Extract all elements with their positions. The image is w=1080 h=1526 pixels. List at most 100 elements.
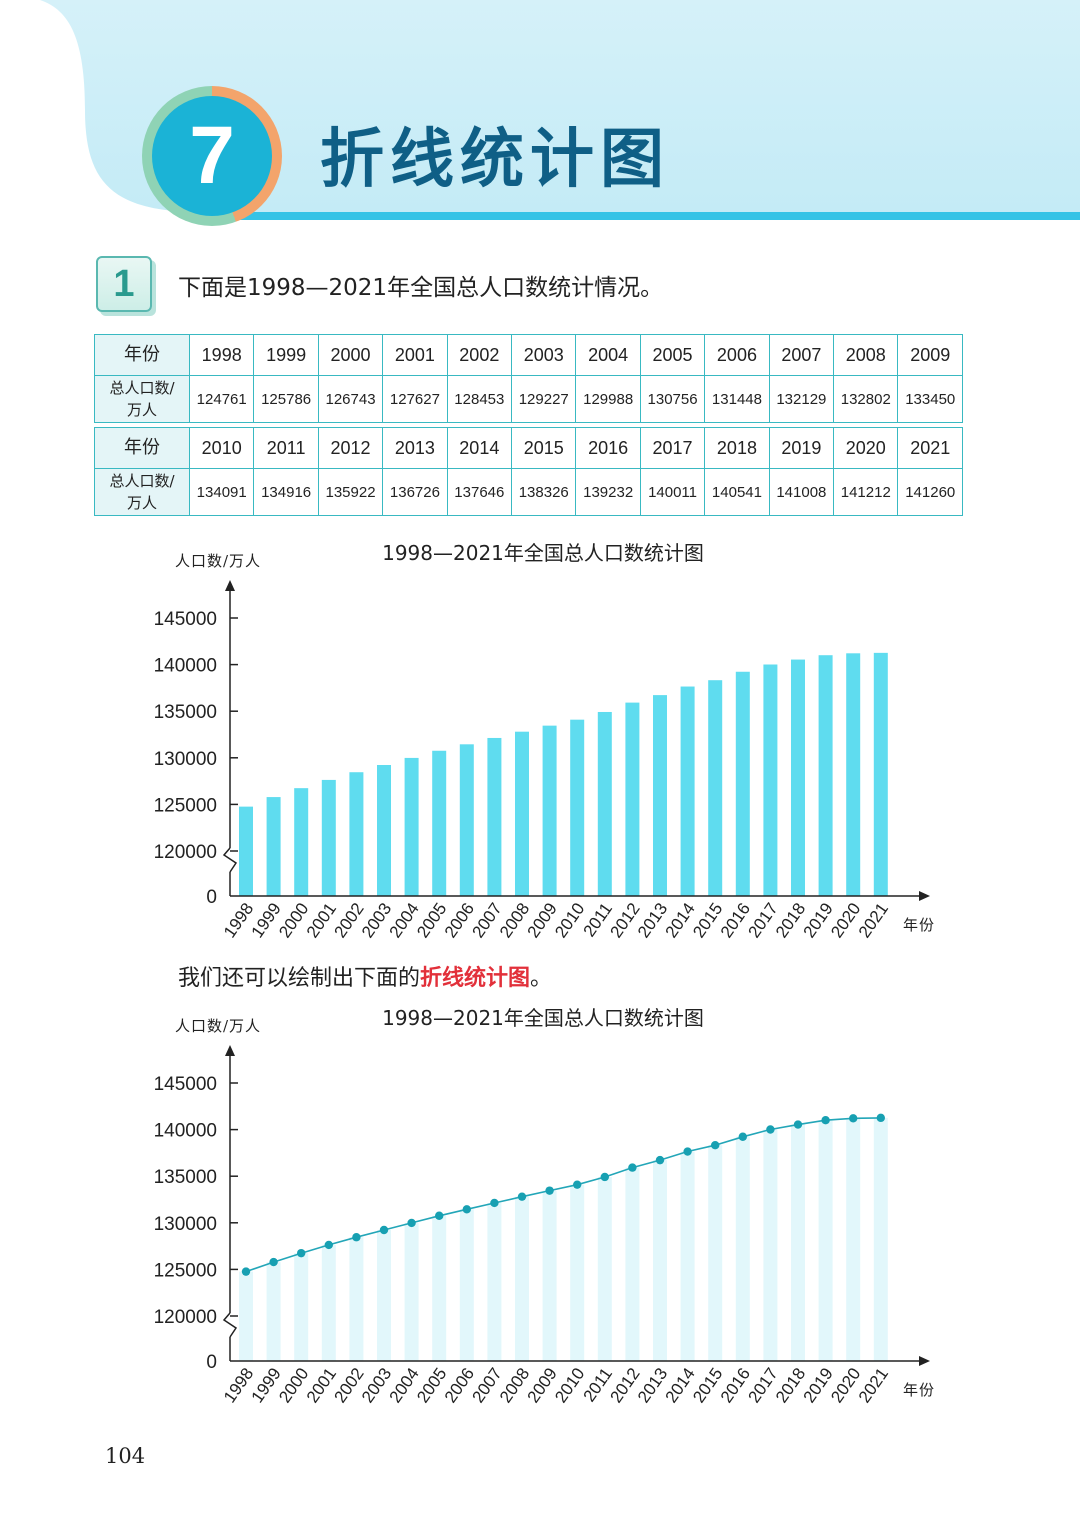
y-axis-label: 人口数/万人 bbox=[175, 552, 261, 570]
population-header-line1: 总人口数/ bbox=[109, 472, 175, 490]
data-point bbox=[600, 1172, 609, 1182]
table-year-row: 年份 1998 1999 2000 2001 2002 2003 2004 2005 2006 20… bbox=[94, 334, 963, 376]
population-header-cell: 总人口数/万人 bbox=[94, 468, 190, 516]
year-cell: 2014 bbox=[446, 427, 513, 469]
data-point bbox=[324, 1240, 333, 1250]
bar bbox=[432, 750, 447, 896]
data-point bbox=[352, 1233, 361, 1242]
transition-text-before: 我们还可以绘制出下面的 bbox=[178, 966, 421, 991]
year-cell: 2016 bbox=[575, 427, 641, 469]
x-tick-label: 2006 bbox=[441, 899, 478, 941]
background-bar bbox=[791, 1124, 805, 1361]
x-tick-label: 2018 bbox=[772, 1364, 809, 1406]
x-tick-label: 2004 bbox=[386, 899, 423, 941]
year-cell: 1999 bbox=[253, 334, 319, 376]
x-axis-arrow bbox=[919, 1356, 930, 1366]
data-point bbox=[407, 1218, 416, 1228]
year-cell: 2004 bbox=[575, 334, 641, 376]
population-header-line1: 总人口数/ bbox=[109, 379, 175, 397]
bar bbox=[321, 779, 336, 896]
population-value-cell: 137646 bbox=[446, 468, 513, 516]
y-tick-label: 125000 bbox=[154, 795, 217, 816]
bar bbox=[708, 680, 723, 896]
x-tick-label: 2018 bbox=[772, 899, 809, 941]
year-cell: 2011 bbox=[253, 427, 319, 469]
background-bar bbox=[542, 1190, 557, 1361]
year-header-cell: 年份 bbox=[94, 334, 190, 376]
data-point bbox=[683, 1147, 692, 1156]
background-bar bbox=[432, 1215, 447, 1361]
year-cell: 2013 bbox=[382, 427, 448, 469]
x-tick-label: 2009 bbox=[524, 1364, 561, 1406]
x-tick-label: 2005 bbox=[413, 899, 450, 941]
bar bbox=[487, 737, 502, 896]
x-tick-label: 2009 bbox=[524, 899, 561, 941]
background-bar bbox=[680, 1151, 695, 1361]
population-value-cell: 139232 bbox=[575, 468, 641, 516]
background-bar bbox=[708, 1145, 723, 1361]
population-header-line2: 万人 bbox=[126, 401, 157, 419]
background-bar bbox=[625, 1167, 640, 1361]
x-tick-label: 2020 bbox=[827, 899, 864, 941]
population-value-cell: 126743 bbox=[317, 375, 384, 423]
bar bbox=[735, 671, 750, 896]
population-value-cell: 133450 bbox=[897, 375, 963, 423]
y-tick-label: 145000 bbox=[154, 609, 217, 630]
data-point bbox=[297, 1248, 306, 1258]
population-value-cell: 127627 bbox=[382, 375, 448, 423]
data-point bbox=[738, 1132, 747, 1141]
x-tick-label: 2008 bbox=[496, 899, 533, 941]
x-tick-label: 2013 bbox=[634, 1364, 671, 1406]
year-cell: 2001 bbox=[382, 334, 448, 376]
x-tick-label: 2012 bbox=[606, 1364, 643, 1406]
x-tick-label: 2012 bbox=[606, 899, 643, 941]
population-value-cell: 132129 bbox=[768, 375, 835, 423]
x-tick-label: 2007 bbox=[468, 1364, 505, 1406]
year-cell: 2021 bbox=[897, 427, 963, 469]
background-bar bbox=[377, 1230, 391, 1361]
axis-break-mark bbox=[222, 847, 238, 873]
x-tick-label: 2015 bbox=[689, 1364, 726, 1406]
population-value-cell: 138326 bbox=[511, 468, 577, 516]
data-point bbox=[573, 1180, 582, 1189]
year-cell: 2005 bbox=[639, 334, 706, 376]
year-cell: 2003 bbox=[511, 334, 577, 376]
section-intro-text: 下面是1998—2021年全国总人口数统计情况。 bbox=[178, 275, 664, 301]
population-value-cell: 134091 bbox=[188, 468, 255, 516]
bar bbox=[625, 702, 640, 896]
population-header-line2: 万人 bbox=[126, 494, 157, 512]
data-point bbox=[821, 1116, 830, 1125]
x-tick-label: 1999 bbox=[248, 1364, 285, 1406]
population-value-cell: 134916 bbox=[253, 468, 319, 516]
bar bbox=[597, 711, 612, 896]
x-tick-label: 2016 bbox=[717, 1364, 754, 1406]
data-point bbox=[435, 1211, 444, 1220]
background-bar bbox=[873, 1117, 888, 1361]
bar bbox=[680, 686, 695, 896]
bar bbox=[846, 653, 861, 896]
y-tick-label: 0 bbox=[206, 1352, 217, 1373]
year-cell: 2019 bbox=[768, 427, 835, 469]
data-point bbox=[545, 1186, 554, 1195]
x-tick-label: 2021 bbox=[855, 899, 892, 941]
year-cell: 2018 bbox=[704, 427, 770, 469]
background-bar bbox=[818, 1120, 833, 1361]
population-value-cell: 130756 bbox=[639, 375, 706, 423]
chart-title: 1998—2021年全国总人口数统计图 bbox=[382, 541, 704, 565]
x-tick-label: 2010 bbox=[551, 899, 588, 941]
background-bar bbox=[515, 1196, 529, 1361]
x-tick-label: 2019 bbox=[800, 899, 837, 941]
data-point bbox=[269, 1257, 278, 1267]
y-tick-label: 140000 bbox=[154, 1121, 217, 1142]
data-point bbox=[793, 1120, 803, 1129]
year-cell: 2012 bbox=[317, 427, 384, 469]
bar bbox=[377, 765, 391, 896]
data-point bbox=[241, 1267, 251, 1276]
x-tick-label: 1998 bbox=[220, 1364, 257, 1406]
x-tick-label: 2000 bbox=[275, 1364, 312, 1406]
data-point bbox=[517, 1192, 527, 1201]
x-tick-label: 1998 bbox=[220, 899, 257, 941]
data-point bbox=[876, 1113, 885, 1123]
year-cell: 2010 bbox=[188, 427, 255, 469]
year-header-cell: 年份 bbox=[94, 427, 190, 469]
